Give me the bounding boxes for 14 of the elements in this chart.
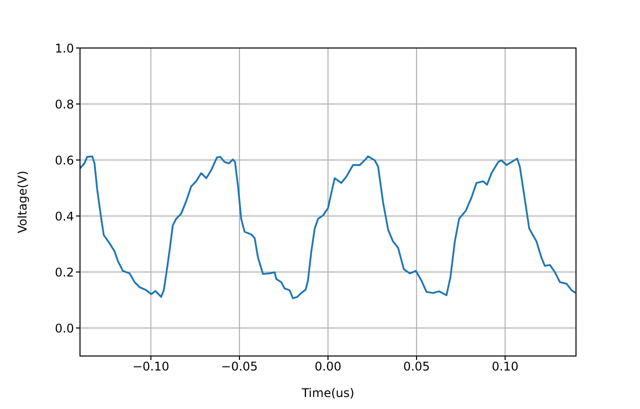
y-tick-label: 0.6	[54, 153, 74, 168]
x-tick-label: 0.10	[492, 360, 518, 374]
x-tick-label: −0.10	[132, 360, 170, 374]
y-tick-label: 0.2	[54, 265, 74, 280]
y-axis-title: Voltage(V)	[15, 170, 30, 234]
y-tick-label: 1.0	[54, 41, 74, 56]
y-tick-label: 0.8	[54, 97, 74, 112]
x-axis-title: Time(us)	[300, 386, 354, 400]
y-tick-label: 0.0	[54, 321, 74, 336]
x-tick-label: 0.00	[314, 360, 342, 374]
x-tick-label: −0.05	[221, 360, 258, 374]
y-tick-label: 0.4	[54, 209, 74, 224]
x-tick-label: 0.05	[403, 360, 430, 374]
line-series	[80, 155, 576, 300]
